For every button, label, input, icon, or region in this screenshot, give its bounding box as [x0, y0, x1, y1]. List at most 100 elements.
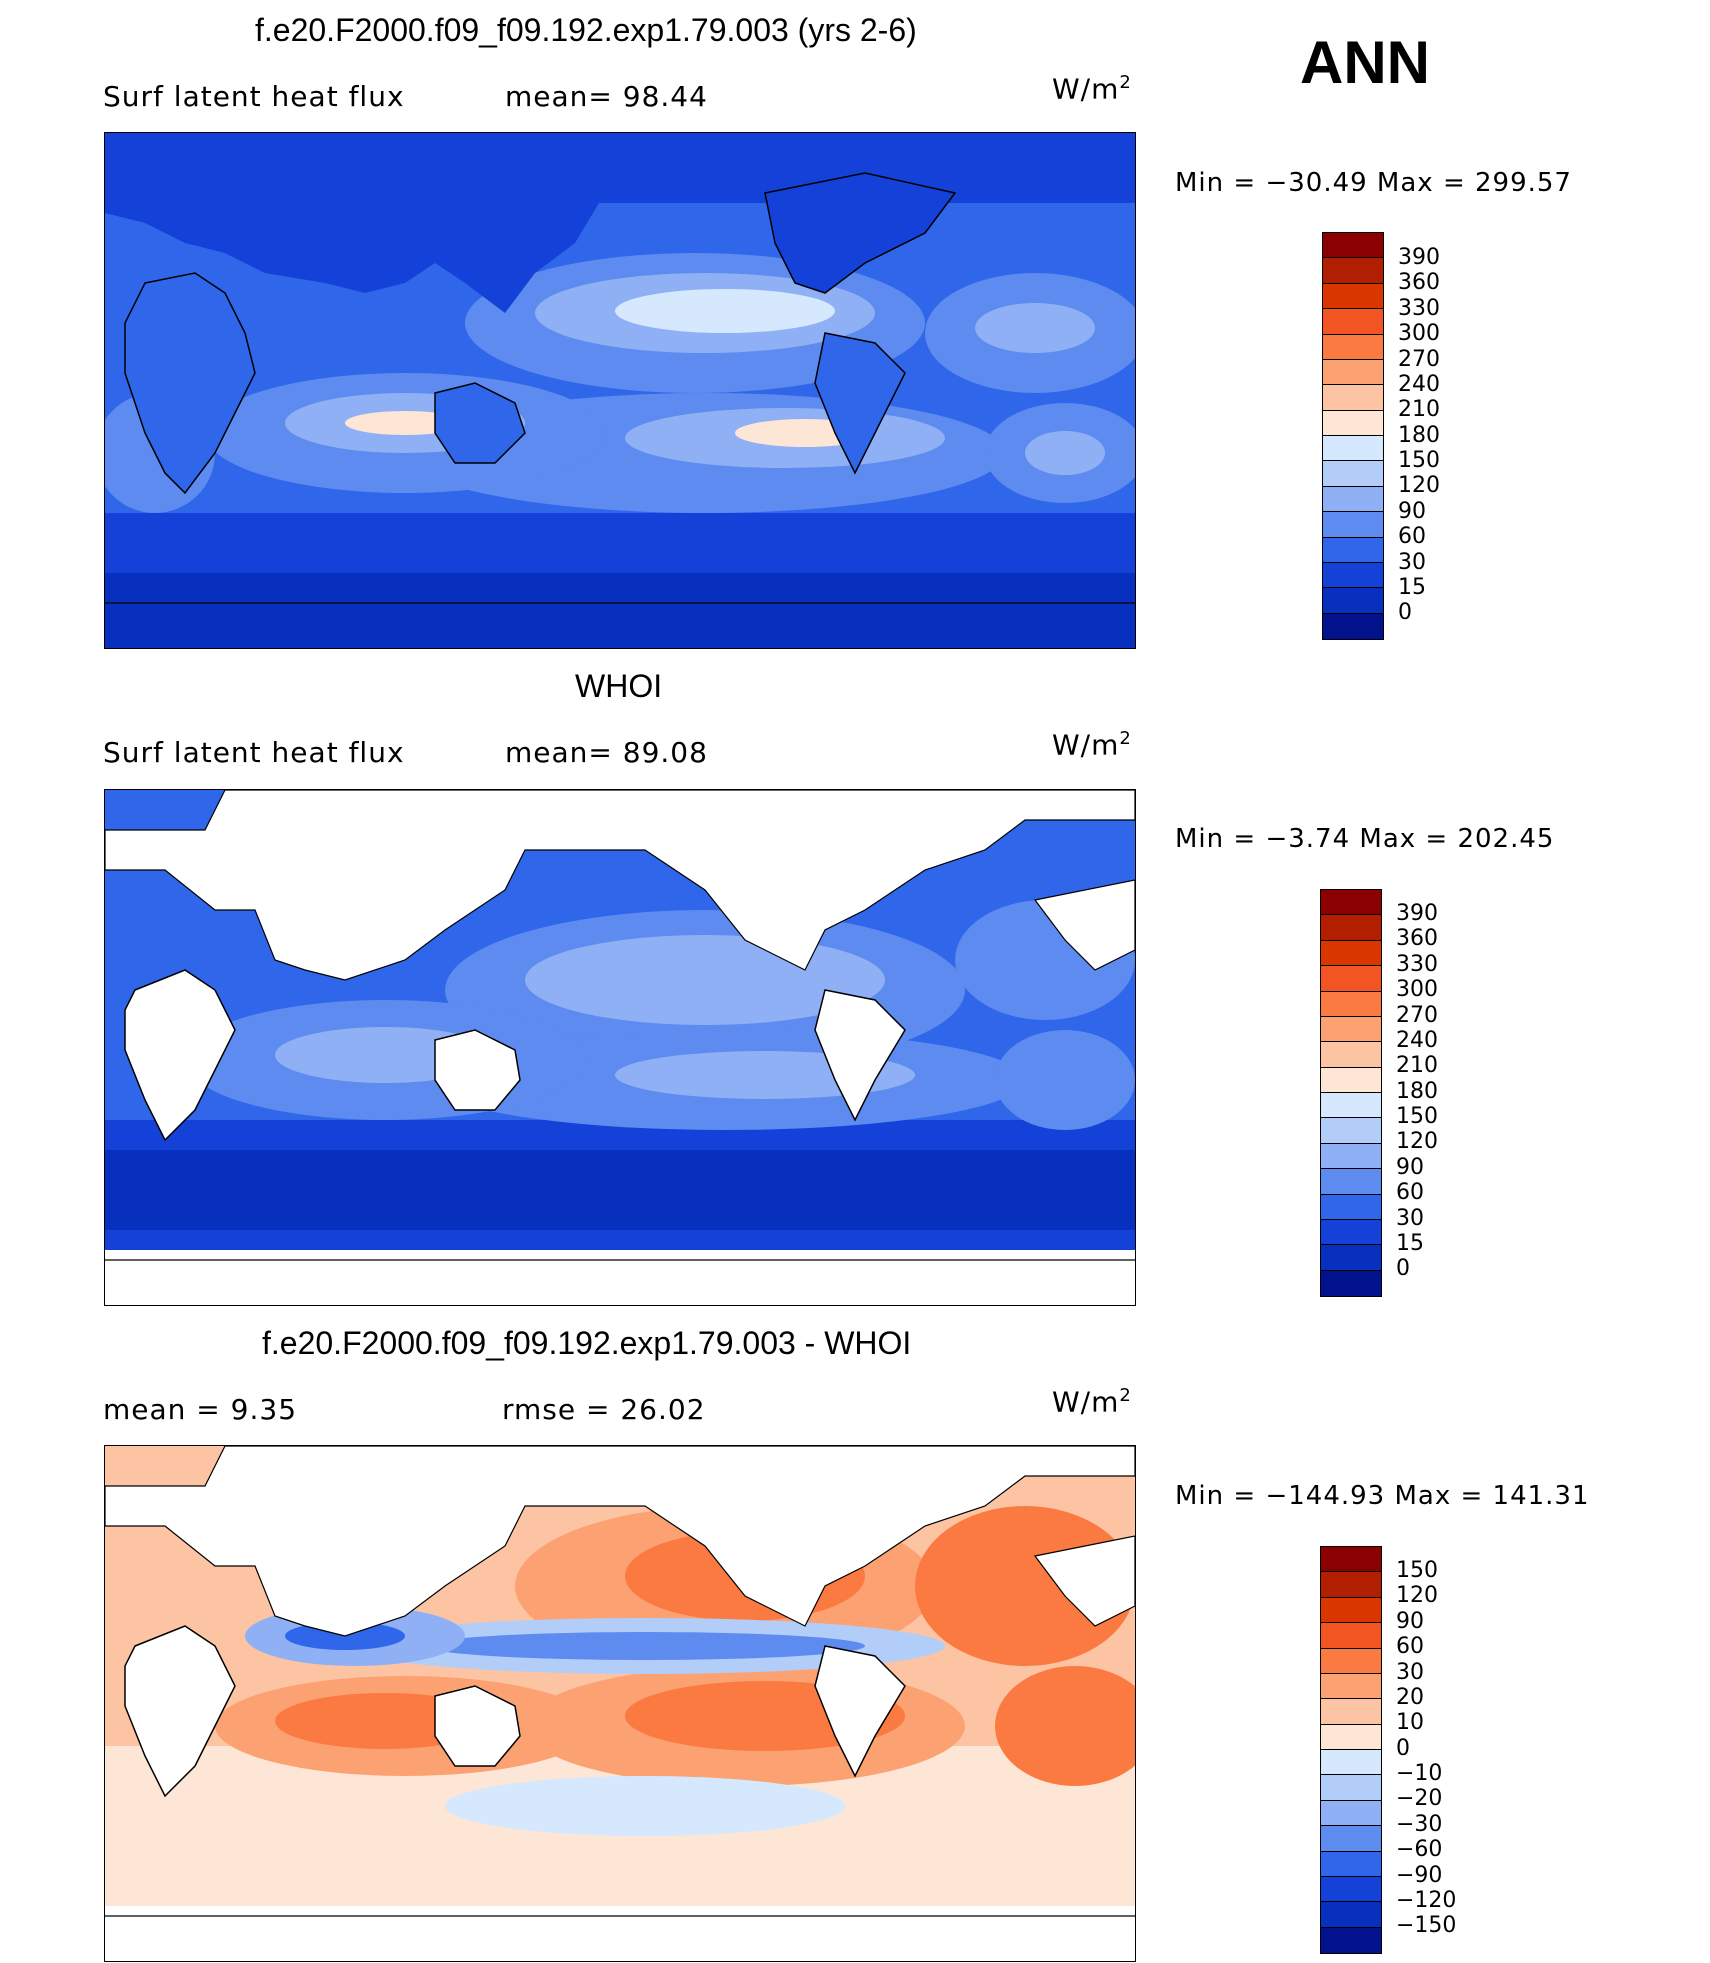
colorbar-tick-label: 60	[1398, 524, 1426, 550]
colorbar-segment	[1321, 1902, 1381, 1928]
colorbar-tick-label: 20	[1396, 1684, 1424, 1710]
panel2-colorbar-labels: 390 360 330 300 270 240 210 180 150 120 90 60 30 15 0	[1396, 901, 1438, 1282]
colorbar-segment	[1323, 334, 1383, 360]
colorbar-tick-label: 390	[1398, 245, 1440, 270]
colorbar-segment	[1321, 1118, 1381, 1144]
colorbar-segment	[1321, 1623, 1381, 1649]
colorbar-tick-label: 150	[1398, 448, 1440, 473]
colorbar-segment	[1321, 1775, 1381, 1801]
panel2-variable-label: Surf latent heat flux	[103, 736, 405, 769]
panel2-map-field	[105, 790, 1135, 1305]
colorbar-tick-label: −120	[1396, 1887, 1457, 1913]
colorbar-segment	[1321, 1673, 1381, 1700]
colorbar-tick-label: −10	[1396, 1761, 1443, 1786]
colorbar-tick-label: 360	[1396, 926, 1438, 952]
colorbar-segment	[1321, 1143, 1381, 1170]
colorbar-segment	[1321, 1927, 1381, 1953]
colorbar-tick-label: 30	[1398, 549, 1426, 575]
colorbar-tick-label: −30	[1396, 1811, 1443, 1837]
colorbar-segment	[1321, 1169, 1381, 1195]
colorbar-segment	[1321, 1042, 1381, 1068]
colorbar-segment	[1323, 436, 1383, 462]
colorbar-segment	[1321, 1699, 1381, 1725]
colorbar-tick-label: 150	[1396, 1558, 1438, 1583]
colorbar-segment	[1321, 1067, 1381, 1093]
colorbar-tick-label: 15	[1398, 574, 1426, 600]
colorbar-segment	[1323, 233, 1383, 259]
colorbar-segment	[1323, 613, 1383, 639]
colorbar-tick-label: 270	[1396, 1002, 1438, 1028]
colorbar-tick-label: 120	[1396, 1583, 1438, 1609]
colorbar-segment	[1321, 1016, 1381, 1043]
colorbar-segment	[1323, 359, 1383, 386]
colorbar-tick-label: 240	[1396, 1027, 1438, 1053]
colorbar-tick-label: 15	[1396, 1230, 1424, 1256]
colorbar-tick-label: 150	[1396, 1104, 1438, 1129]
colorbar-segment	[1321, 915, 1381, 941]
colorbar-segment	[1321, 1826, 1381, 1852]
colorbar-tick-label: 60	[1396, 1634, 1424, 1660]
panel1-map-field	[105, 133, 1135, 648]
colorbar-segment	[1321, 1194, 1381, 1220]
colorbar-segment	[1323, 410, 1383, 436]
panel1-map	[104, 132, 1136, 649]
panel2-colorbar	[1320, 889, 1382, 1297]
panel1-colorbar-labels: 390 360 330 300 270 240 210 180 150 120 90 60 30 15 0	[1398, 245, 1440, 626]
colorbar-segment	[1321, 966, 1381, 992]
colorbar-segment	[1321, 1245, 1381, 1271]
panel1-mean-label: mean= 98.44	[505, 80, 708, 113]
colorbar-tick-label: 60	[1396, 1180, 1424, 1206]
panel1-colorbar	[1322, 232, 1384, 640]
colorbar-tick-label: 210	[1396, 1053, 1438, 1079]
colorbar-tick-label: 10	[1396, 1710, 1424, 1736]
colorbar-segment	[1323, 537, 1383, 563]
panel1-title: f.e20.F2000.f09_f09.192.exp1.79.003 (yrs…	[255, 12, 917, 48]
panel2-units: W/m2	[1052, 728, 1132, 762]
colorbar-tick-label: 90	[1398, 498, 1426, 524]
colorbar-segment	[1321, 991, 1381, 1017]
colorbar-tick-label: 90	[1396, 1608, 1424, 1634]
panel3-colorbar-labels: 150 120 90 60 30 20 10 0 −10 −20 −30 −60 −90 −120 −150	[1396, 1558, 1456, 1939]
colorbar-segment	[1321, 1724, 1381, 1750]
colorbar-segment	[1323, 486, 1383, 513]
colorbar-segment	[1321, 1093, 1381, 1119]
panel3-map-field	[105, 1446, 1135, 1961]
colorbar-segment	[1323, 512, 1383, 538]
colorbar-segment	[1321, 1547, 1381, 1573]
colorbar-segment	[1321, 1219, 1381, 1246]
colorbar-tick-label: 330	[1398, 295, 1440, 321]
panel3-colorbar	[1320, 1546, 1382, 1954]
colorbar-tick-label: −60	[1396, 1837, 1443, 1863]
colorbar-segment	[1323, 258, 1383, 284]
colorbar-tick-label: 0	[1396, 1256, 1410, 1282]
colorbar-segment	[1321, 1876, 1381, 1903]
panel1-variable-label: Surf latent heat flux	[103, 80, 405, 113]
panel3-map	[104, 1445, 1136, 1962]
colorbar-tick-label: −90	[1396, 1862, 1443, 1888]
panel2-map	[104, 789, 1136, 1306]
colorbar-segment	[1323, 309, 1383, 335]
panel3-title: f.e20.F2000.f09_f09.192.exp1.79.003 - WH…	[262, 1325, 912, 1361]
colorbar-segment	[1323, 283, 1383, 310]
colorbar-segment	[1321, 1851, 1381, 1877]
colorbar-segment	[1323, 461, 1383, 487]
panel3-units: W/m2	[1052, 1385, 1132, 1419]
colorbar-tick-label: 30	[1396, 1205, 1424, 1231]
colorbar-segment	[1321, 890, 1381, 916]
colorbar-tick-label: 0	[1396, 1735, 1410, 1761]
colorbar-segment	[1321, 1648, 1381, 1674]
panel3-mean-label: mean = 9.35	[103, 1393, 298, 1426]
panel3-rmse-label: rmse = 26.02	[502, 1393, 706, 1426]
colorbar-tick-label: 270	[1398, 346, 1440, 372]
colorbar-tick-label: 90	[1396, 1154, 1424, 1180]
colorbar-tick-label: 300	[1396, 977, 1438, 1003]
colorbar-tick-label: −150	[1396, 1913, 1457, 1939]
colorbar-segment	[1321, 1270, 1381, 1296]
colorbar-segment	[1323, 385, 1383, 411]
colorbar-tick-label: 180	[1398, 422, 1440, 448]
colorbar-segment	[1321, 1750, 1381, 1776]
colorbar-segment	[1321, 1800, 1381, 1827]
colorbar-segment	[1321, 940, 1381, 967]
colorbar-tick-label: 180	[1396, 1078, 1438, 1104]
colorbar-tick-label: 210	[1398, 397, 1440, 423]
